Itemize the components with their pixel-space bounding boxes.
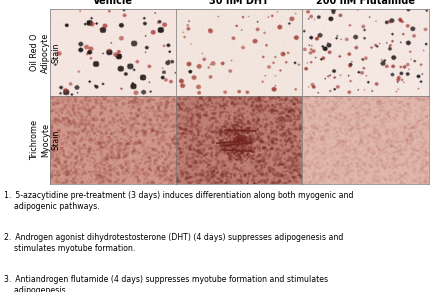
Text: 200 nM Flutamide: 200 nM Flutamide: [315, 0, 414, 6]
Text: Vehicle: Vehicle: [92, 0, 132, 6]
Text: 2. Androgen agonist dihydrotestosterone (DHT) (4 days) suppresses adipogenesis a: 2. Androgen agonist dihydrotestosterone …: [4, 233, 343, 253]
Text: Oil Red O
Adipocyte
Stain: Oil Red O Adipocyte Stain: [30, 32, 60, 73]
Text: 3. Antiandrogen flutamide (4 days) suppresses myotube formation and stimulates
 : 3. Antiandrogen flutamide (4 days) suppr…: [4, 275, 328, 292]
Text: Trichrome
Myocyte
Stain: Trichrome Myocyte Stain: [30, 120, 60, 160]
Text: 1. 5-azacytidine pre-treatment (3 days) induces differentiation along both myoge: 1. 5-azacytidine pre-treatment (3 days) …: [4, 191, 353, 211]
Text: 30 nM DHT: 30 nM DHT: [209, 0, 268, 6]
